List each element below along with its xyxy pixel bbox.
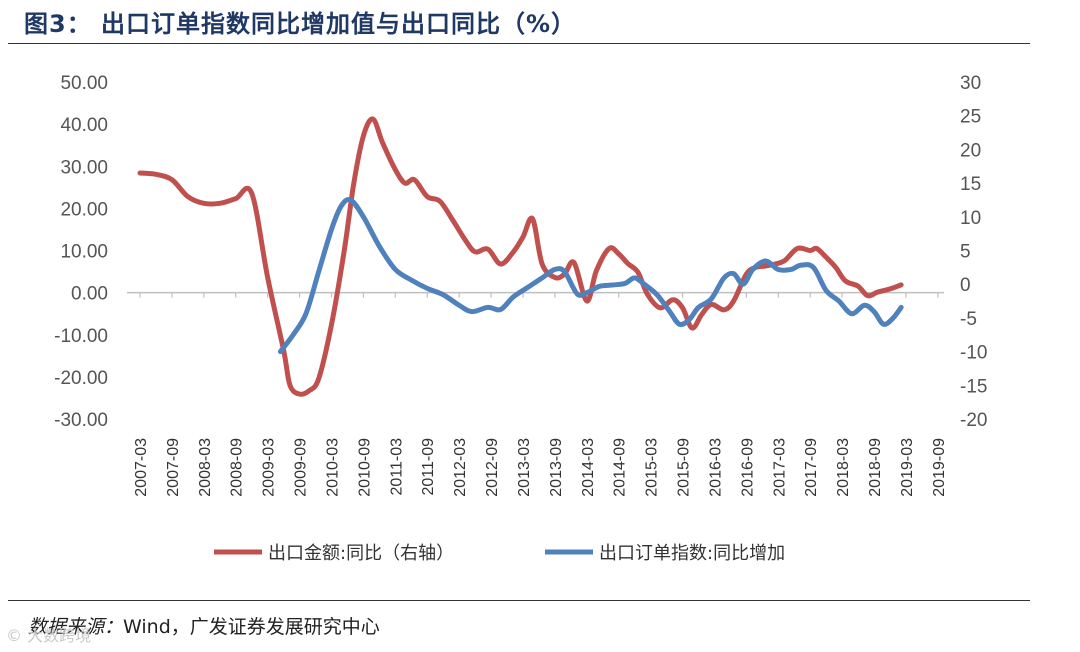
source-note: 数据来源：Wind，广发证券发展研究中心 [28,612,380,639]
right-tick-label: 20 [960,140,981,161]
x-tick-label: 2008-03 [197,438,214,497]
right-tick-label: 10 [960,208,981,229]
x-axis: 2007-03 2007-09 2008-03 2008-09 2009-03 2009-… [133,292,948,497]
right-tick-label: 15 [960,174,981,195]
x-tick-label: 2009-03 [261,438,278,497]
x-tick-label: 2008-09 [229,438,246,497]
x-tick-label: 2011-09 [420,438,437,496]
left-tick-label: 0.00 [71,284,108,305]
x-tick-label: 2019-03 [899,438,916,497]
x-tick-label: 2018-03 [835,438,852,497]
right-tick-label: -10 [960,343,987,364]
chart-title: 图3： 出口订单指数同比增加值与出口同比（%） [24,10,577,38]
x-tick-label: 2007-09 [165,438,182,497]
x-tick-label: 2015-09 [676,438,693,497]
series-layer [137,116,904,397]
x-tick-label: 2017-03 [771,438,788,497]
left-tick-label: 40.00 [60,115,108,136]
x-tick-label: 2016-09 [739,438,756,497]
x-tick-label: 2016-03 [707,438,724,497]
x-tick-label: 2018-09 [867,438,884,497]
left-tick-label: -10.00 [54,326,108,347]
legend-label: 出口金额:同比（右轴） [268,543,454,564]
x-tick-label: 2012-09 [484,438,501,497]
left-tick-label: 30.00 [60,157,108,178]
right-tick-label: 25 [960,107,981,128]
left-tick-label: 20.00 [60,199,108,220]
x-tick-label: 2015-03 [644,438,661,497]
footer-divider [8,600,1030,601]
source-label: 数据来源： [28,616,124,638]
x-tick-label: 2017-09 [803,438,820,497]
right-tick-label: -5 [960,309,977,330]
x-tick-label: 2014-09 [612,438,629,497]
right-tick-label: 0 [960,275,971,296]
series-line-export [137,116,904,397]
right-tick-label: 5 [960,242,971,263]
legend-label: 出口订单指数:同比增加 [599,543,785,564]
x-tick-label: 2014-03 [580,438,597,497]
x-tick-label: 2012-03 [452,438,469,497]
right-axis: 30 25 20 15 10 5 0 -5 -10 -15 -20 [960,73,987,431]
x-tick-label: 2010-03 [324,438,341,497]
title-divider [8,43,1030,44]
right-tick-label: -20 [960,410,987,431]
legend: 出口金额:同比（右轴） 出口订单指数:同比增加 [214,543,785,564]
x-tick-label: 2010-09 [356,438,373,497]
left-tick-label: -20.00 [54,368,108,389]
x-tick-label: 2013-09 [548,438,565,497]
x-tick-label: 2013-03 [516,438,533,497]
series-line-orders [277,197,904,355]
left-tick-label: 50.00 [60,73,108,94]
line-chart: 50.00 40.00 30.00 20.00 10.00 0.00 -10.00 -20.0… [54,73,987,564]
x-tick-label: 2009-09 [293,438,310,497]
right-tick-label: 30 [960,73,981,94]
x-tick-label: 2011-03 [388,438,405,496]
left-axis: 50.00 40.00 30.00 20.00 10.00 0.00 -10.00 -20.0… [54,73,108,431]
right-tick-label: -15 [960,376,987,397]
x-tick-label: 2019-09 [931,438,948,497]
source-text: Wind，广发证券发展研究中心 [123,616,380,638]
left-tick-label: -30.00 [54,410,108,431]
x-tick-label: 2007-03 [133,438,150,497]
left-tick-label: 10.00 [60,242,108,263]
watermark: © 大数跨境 [6,626,92,645]
